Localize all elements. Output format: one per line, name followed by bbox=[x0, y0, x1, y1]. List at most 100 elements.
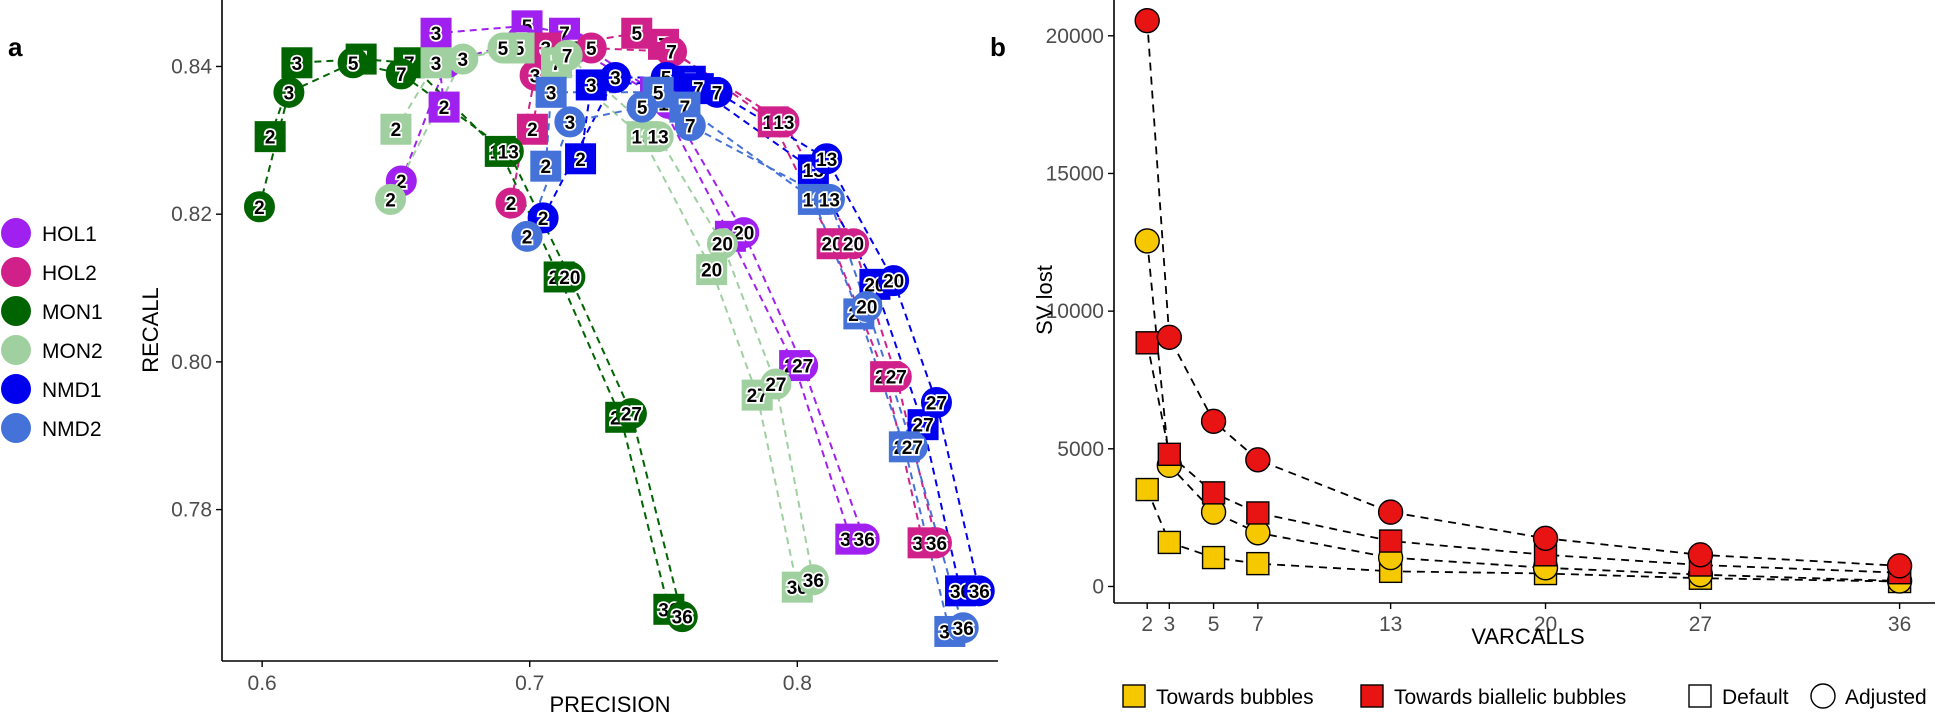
point-hol1-adjusted-36 bbox=[848, 523, 880, 555]
point-label: 7 bbox=[712, 83, 723, 104]
point-hol2-adjusted-36 bbox=[920, 527, 952, 559]
point-label: 7 bbox=[685, 117, 696, 138]
point-label: 7 bbox=[396, 65, 407, 86]
panel-b-point-square-7 bbox=[1246, 551, 1270, 576]
panel-b-point-square-3 bbox=[1157, 442, 1182, 467]
legend-a-key-nmd2 bbox=[1, 413, 31, 443]
panel-b-point-square-3 bbox=[1157, 530, 1182, 555]
point-mon2-default-2 bbox=[380, 113, 412, 145]
point-label: 3 bbox=[284, 83, 295, 104]
panel-b-point-circle-2 bbox=[1134, 228, 1160, 254]
panel-b-x-tick-label: 36 bbox=[1888, 613, 1911, 636]
point-nmd2-adjusted-2 bbox=[511, 220, 543, 252]
point-label: 20 bbox=[883, 272, 904, 293]
point-label: 20 bbox=[733, 224, 754, 245]
panel-a-label: a bbox=[8, 32, 23, 62]
point-mon2-adjusted-5 bbox=[487, 32, 519, 64]
point-label: 2 bbox=[575, 150, 586, 171]
panel-b-ticks: 2 3 5 7 13 20 27 36 0 5000 10000 15000 20000 bbox=[1046, 25, 1912, 636]
point-nmd1-adjusted-27 bbox=[920, 387, 952, 419]
panel-b-x-tick-label: 5 bbox=[1208, 613, 1220, 636]
panel-b-series-line bbox=[1146, 20, 1900, 567]
legend-b-fill-key bbox=[1360, 684, 1384, 708]
panel-b-point-square-2 bbox=[1135, 331, 1159, 355]
series-line-nmd1-adjusted bbox=[542, 76, 981, 592]
point-nmd2-adjusted-20 bbox=[851, 290, 883, 322]
point-mon2-default-3 bbox=[420, 47, 452, 79]
point-label: 3 bbox=[565, 113, 576, 134]
panel-b-point-square-13 bbox=[1378, 529, 1403, 553]
point-label: 36 bbox=[926, 534, 947, 555]
point-label: 27 bbox=[792, 357, 813, 378]
point-label: 13 bbox=[819, 190, 840, 211]
point-label: 5 bbox=[348, 54, 359, 75]
point-label: 2 bbox=[538, 209, 549, 230]
panel-b-x-title: VARCALLS bbox=[1471, 624, 1584, 649]
point-mon1-adjusted-27 bbox=[615, 398, 647, 430]
panel-b-legend: Towards bubbles Towards biallelic bubbles… bbox=[1122, 683, 1927, 709]
panel-a-x-tick-label: 0.7 bbox=[515, 672, 544, 695]
point-label: 3 bbox=[586, 76, 597, 97]
point-label: 3 bbox=[458, 50, 469, 71]
point-label: 5 bbox=[637, 98, 648, 119]
point-label: 2 bbox=[522, 227, 533, 248]
point-label: 36 bbox=[672, 608, 693, 629]
point-mon1-adjusted-36 bbox=[666, 601, 698, 633]
point-label: 36 bbox=[854, 530, 875, 551]
panel-b-x-tick-label: 2 bbox=[1141, 613, 1153, 636]
panel-b-x-tick-label: 20 bbox=[1534, 613, 1557, 636]
point-hol2-adjusted-2 bbox=[495, 187, 527, 219]
legend-b-fill-label: Towards biallelic bubbles bbox=[1394, 686, 1626, 709]
panel-a-plot: 2357132027362357132027362357132027362357… bbox=[138, 0, 998, 715]
legend-a-key-nmd1 bbox=[1, 374, 31, 404]
panel-a-y-tick-label: 0.82 bbox=[171, 203, 212, 226]
panel-b-y-tick-label: 0 bbox=[1092, 575, 1104, 598]
panel-b-points bbox=[1134, 7, 1913, 594]
point-label: 3 bbox=[292, 54, 303, 75]
point-nmd2-adjusted-7 bbox=[674, 110, 706, 142]
panel-b-series-line bbox=[1146, 240, 1900, 582]
point-hol2-default-2 bbox=[516, 113, 548, 145]
point-mon2-adjusted-20 bbox=[706, 228, 738, 260]
panel-a-y-tick-label: 0.80 bbox=[171, 351, 212, 374]
series-line-nmd2-default bbox=[544, 91, 951, 632]
point-label: 36 bbox=[803, 571, 824, 592]
point-mon2-adjusted-7 bbox=[551, 39, 583, 71]
point-nmd1-adjusted-36 bbox=[963, 575, 995, 607]
panel-b-point-circle-7 bbox=[1245, 447, 1271, 473]
point-mon2-adjusted-27 bbox=[760, 368, 792, 400]
legend-b-shape-key-square bbox=[1688, 684, 1712, 708]
panel-b-plot: 2 3 5 7 13 20 27 36 0 5000 10000 15000 20000 VARCALL… bbox=[1032, 0, 1935, 649]
series-line-nmd1-default bbox=[579, 80, 962, 592]
panel-b-point-square-7 bbox=[1246, 501, 1270, 525]
point-mon2-adjusted-3 bbox=[447, 43, 479, 75]
panel-a-ticks: 0.6 0.7 0.8 0.78 0.80 0.82 0.84 bbox=[171, 55, 812, 695]
point-nmd2-default-3 bbox=[535, 76, 567, 108]
point-nmd2-adjusted-3 bbox=[554, 106, 586, 138]
point-nmd2-default-2 bbox=[530, 150, 562, 182]
legend-a-key-mon2 bbox=[1, 335, 31, 365]
point-hol2-adjusted-27 bbox=[880, 361, 912, 393]
panel-b-point-circle-20 bbox=[1532, 525, 1559, 551]
point-label: 2 bbox=[385, 190, 396, 211]
panel-b-point-square-5 bbox=[1201, 545, 1226, 570]
legend-a-key-mon1 bbox=[1, 296, 31, 326]
point-label: 20 bbox=[843, 235, 864, 256]
point-mon1-default-3 bbox=[281, 47, 313, 79]
point-label: 27 bbox=[621, 405, 642, 426]
point-label: 20 bbox=[856, 297, 877, 318]
point-mon1-adjusted-5 bbox=[337, 47, 369, 79]
point-label: 7 bbox=[562, 46, 573, 67]
point-mon2-adjusted-13 bbox=[642, 121, 674, 153]
point-hol1-default-3 bbox=[420, 17, 452, 49]
point-label: 27 bbox=[765, 375, 786, 396]
point-nmd2-adjusted-13 bbox=[813, 183, 845, 215]
series-line-mon2-adjusted bbox=[389, 46, 815, 580]
legend-a-label-hol1: HOL1 bbox=[42, 223, 97, 246]
point-label: 7 bbox=[666, 43, 677, 64]
panel-b-point-square-2 bbox=[1135, 477, 1159, 502]
point-mon2-adjusted-2 bbox=[375, 183, 407, 215]
panel-b-y-tick-label: 20000 bbox=[1046, 25, 1104, 48]
panel-b-label: b bbox=[990, 32, 1006, 62]
series-line-mon1-adjusted bbox=[258, 61, 684, 617]
